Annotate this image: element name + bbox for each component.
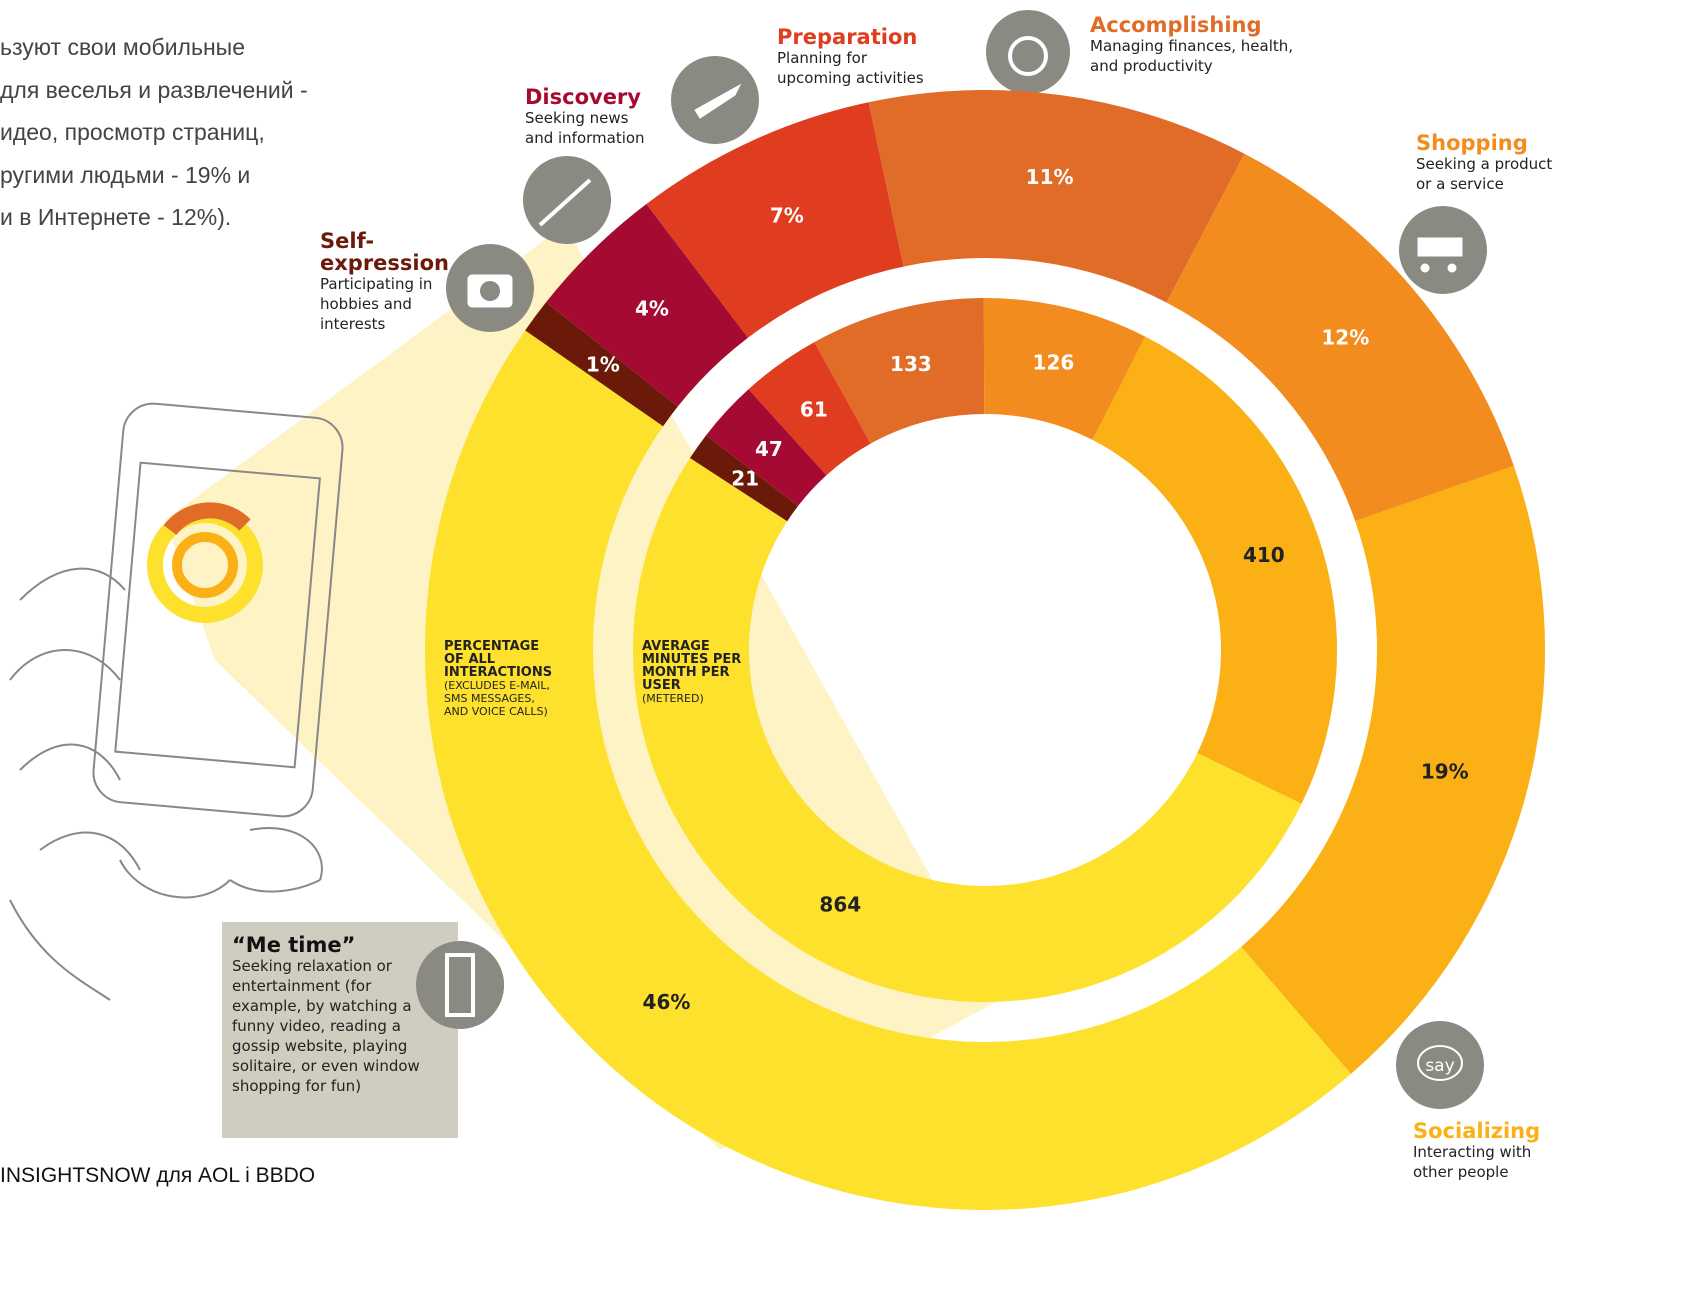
series-note: (METERED) [642, 692, 760, 705]
value-label: 133 [890, 352, 932, 376]
category-title: Shopping [1416, 132, 1566, 154]
value-label: 61 [800, 397, 828, 421]
category-description: Seeking relaxation or entertainment (for… [232, 956, 442, 1096]
category-description: Managing finances, health, and productiv… [1090, 36, 1310, 76]
category-description: Planning for upcoming activities [777, 48, 937, 88]
category-label: “Me time”Seeking relaxation or entertain… [232, 934, 442, 1096]
series-heading: AVERAGE MINUTES PER MONTH PER USER(METER… [642, 640, 760, 705]
value-label: 11% [1026, 165, 1074, 189]
intro-line: и в Интернете - 12%). [0, 204, 231, 231]
intro-line: ругими людьми - 19% и [0, 162, 250, 189]
intro-line: ьзуют свои мобильные [0, 34, 245, 61]
category-title: “Me time” [232, 934, 442, 956]
category-title: Accomplishing [1090, 14, 1310, 36]
source: INSIGHTSNOW для AOL i BBDO [0, 1164, 315, 1188]
category-title: Socializing [1413, 1120, 1553, 1142]
value-label: 410 [1243, 543, 1285, 567]
category-description: Participating in hobbies and interests [320, 274, 450, 334]
value-label: 12% [1321, 325, 1369, 349]
series-heading: PERCENTAGE OF ALL INTERACTIONS(EXCLUDES … [444, 640, 562, 718]
value-label: 46% [643, 990, 691, 1014]
value-label: 19% [1421, 760, 1469, 784]
category-title: Self-expression [320, 230, 450, 274]
icon-say: say [1425, 1056, 1454, 1076]
intro-line: для веселья и развлечений - [0, 77, 308, 104]
category-description: Seeking news and information [525, 108, 655, 148]
value-label: 864 [819, 892, 861, 916]
intro-line: идео, просмотр страниц, [0, 119, 265, 146]
infographic: say 11%12%19%46%1%4%7%133126410864214761… [0, 0, 1691, 1304]
category-title: Discovery [525, 86, 655, 108]
series-note: (EXCLUDES E-MAIL, SMS MESSAGES, AND VOIC… [444, 679, 562, 718]
category-description: Interacting with other people [1413, 1142, 1553, 1182]
value-label: 47 [755, 437, 783, 461]
chart: say 11%12%19%46%1%4%7%133126410864214761 [0, 0, 1691, 1304]
value-label: 7% [770, 204, 804, 228]
category-description: Seeking a product or a service [1416, 154, 1566, 194]
value-label: 4% [635, 296, 669, 320]
value-label: 126 [1033, 351, 1075, 375]
category-title: Preparation [777, 26, 937, 48]
